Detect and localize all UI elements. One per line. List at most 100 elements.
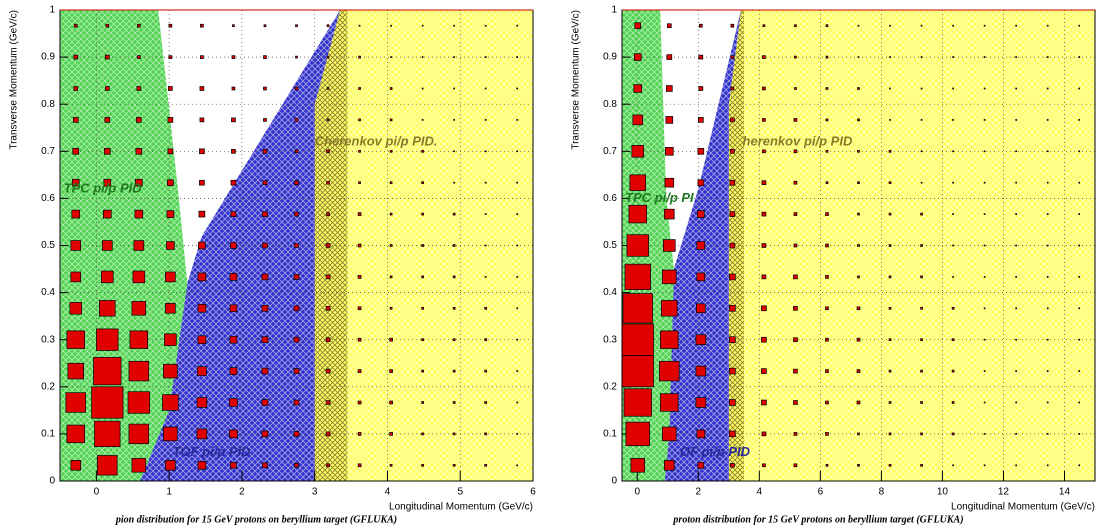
box: [825, 118, 829, 122]
box: [197, 272, 207, 282]
box: [857, 463, 860, 467]
box: [1046, 56, 1049, 58]
box: [1015, 24, 1018, 27]
box: [983, 433, 986, 435]
box: [389, 212, 393, 216]
box: [1015, 276, 1018, 278]
box: [484, 276, 487, 278]
box: [357, 337, 362, 342]
box: [484, 87, 487, 90]
box: [199, 86, 205, 91]
box: [229, 367, 238, 375]
box: [920, 244, 923, 247]
box: [452, 244, 456, 247]
box: [484, 306, 488, 310]
box: [294, 462, 299, 468]
box: [199, 117, 205, 123]
box: [729, 305, 736, 312]
y-tick-label: 0.6: [41, 193, 55, 204]
box: [699, 23, 703, 28]
box: [920, 87, 923, 90]
box: [168, 86, 173, 91]
box: [66, 330, 85, 349]
box: [165, 460, 176, 471]
y-tick-label: 0.6: [603, 193, 617, 204]
box: [104, 117, 111, 123]
box: [761, 399, 767, 406]
tpc-region: [60, 10, 188, 481]
box: [1015, 464, 1018, 467]
x-axis-title: Longitudinal Momentum (GeV/c): [389, 502, 533, 513]
box: [358, 87, 361, 90]
x-axis-title: Longitudinal Momentum (GeV/c): [951, 502, 1095, 513]
box: [697, 462, 705, 469]
box: [730, 86, 735, 91]
box: [421, 24, 424, 27]
x-tick-label: 4: [385, 487, 391, 498]
box: [856, 369, 861, 373]
box: [421, 119, 424, 121]
box: [133, 240, 145, 251]
box: [230, 211, 237, 217]
box: [1078, 24, 1081, 27]
box: [730, 462, 735, 468]
box: [421, 369, 424, 373]
box: [1015, 307, 1018, 310]
box: [952, 181, 954, 184]
box: [825, 463, 829, 467]
box: [666, 54, 673, 60]
box: [358, 24, 361, 27]
box: [261, 399, 269, 406]
box: [793, 149, 798, 154]
box: [856, 400, 861, 405]
box: [389, 369, 393, 373]
box: [695, 397, 707, 408]
box: [357, 306, 362, 311]
box: [199, 179, 205, 186]
box: [628, 204, 647, 224]
box: [983, 370, 986, 372]
box: [421, 87, 424, 90]
box: [199, 148, 205, 155]
box: [1046, 150, 1049, 153]
box: [136, 117, 142, 123]
box: [294, 243, 299, 248]
box: [888, 369, 892, 373]
box: [983, 401, 986, 404]
y-tick-label: 0.9: [603, 52, 617, 63]
box: [357, 275, 362, 279]
box: [293, 274, 300, 280]
region-label: Cherenkov pi/p PID.: [315, 133, 438, 148]
box: [165, 271, 176, 283]
box: [262, 148, 268, 154]
box: [1015, 244, 1018, 247]
box: [167, 148, 174, 155]
box: [1046, 433, 1049, 435]
box: [389, 87, 393, 90]
box: [390, 56, 392, 58]
box: [293, 336, 300, 343]
box: [698, 86, 704, 91]
box: [825, 181, 829, 185]
box: [857, 118, 860, 122]
box: [421, 56, 424, 58]
box: [1078, 276, 1081, 278]
x-tick-label: 3: [312, 487, 318, 498]
box: [857, 56, 860, 58]
box: [793, 180, 798, 185]
box: [262, 242, 268, 249]
box: [888, 401, 892, 404]
box: [421, 181, 424, 185]
box: [1046, 307, 1049, 310]
box: [484, 244, 487, 247]
box: [129, 330, 149, 349]
box: [920, 212, 923, 216]
box: [421, 338, 424, 342]
box: [857, 24, 860, 27]
box: [793, 368, 798, 374]
box: [71, 178, 80, 187]
box: [730, 117, 735, 123]
box: [294, 211, 299, 217]
y-tick-label: 0.3: [41, 334, 55, 345]
box: [484, 338, 488, 342]
